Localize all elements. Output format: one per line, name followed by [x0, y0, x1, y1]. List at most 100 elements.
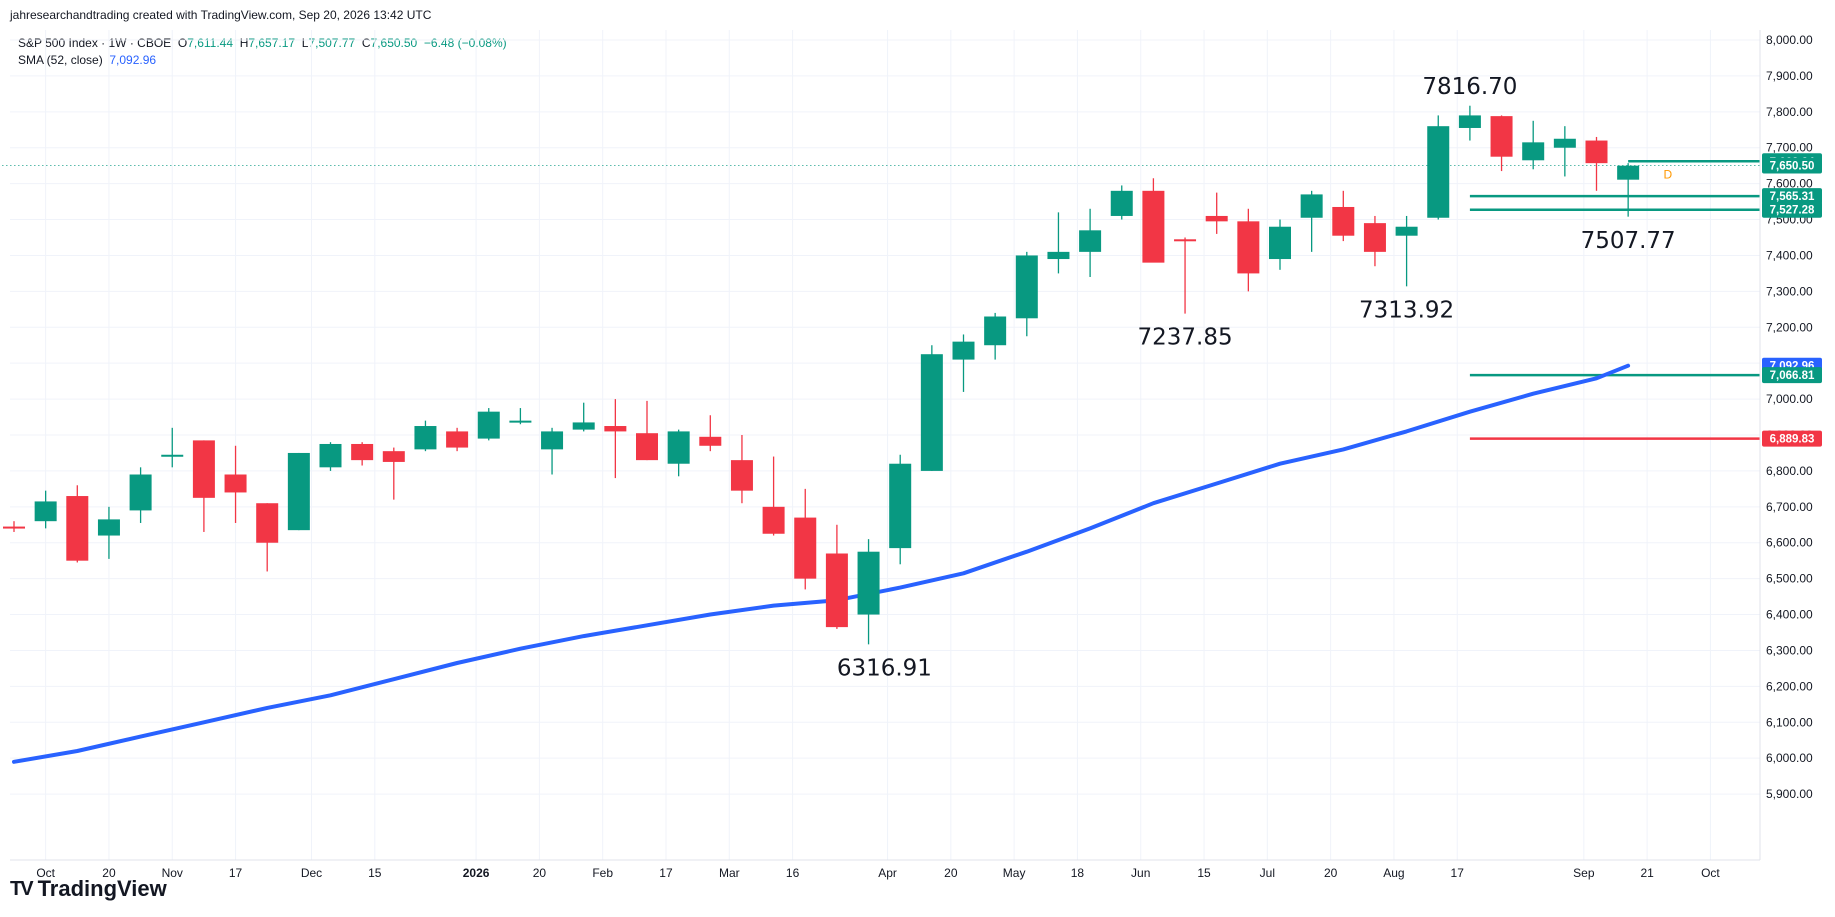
price-label-text: 7,650.50	[1770, 161, 1815, 173]
candle	[1427, 115, 1450, 220]
candle	[541, 427, 564, 475]
candle-body	[667, 431, 690, 464]
candle	[1395, 215, 1418, 287]
candle	[66, 485, 89, 563]
candle-body	[66, 496, 89, 561]
candle-body	[477, 411, 500, 439]
candle-body	[1015, 255, 1038, 319]
candle-body	[1363, 223, 1386, 252]
candle-body	[572, 422, 595, 430]
candle	[1237, 208, 1260, 292]
candle	[1553, 126, 1576, 177]
candle	[762, 456, 785, 536]
axes: 5,900.00 6,000.00 6,100.00 6,200.00 6,300.00…	[10, 30, 1822, 880]
candle-body	[1395, 226, 1418, 236]
candle	[3, 521, 25, 532]
candle	[952, 334, 975, 392]
candle-body	[1617, 165, 1640, 180]
candle-body	[1079, 230, 1102, 252]
candle-body	[1490, 116, 1513, 157]
candle-body	[414, 426, 437, 450]
sma-label[interactable]: SMA (52, close)	[18, 53, 103, 67]
candle	[1047, 212, 1070, 274]
y-tick-label: 7,000.00	[1766, 392, 1813, 406]
y-tick-label: 7,700.00	[1766, 141, 1813, 155]
candle-body	[192, 440, 215, 498]
candle-body	[319, 443, 342, 468]
candle	[34, 490, 57, 529]
candle-body	[1427, 126, 1450, 218]
x-tick-label: 20	[944, 866, 958, 880]
price-annotation: 7507.77	[1581, 228, 1676, 254]
candle-body	[889, 463, 912, 549]
candle	[509, 408, 532, 425]
candle	[604, 399, 627, 479]
sma-layer	[12, 363, 1631, 764]
annotations: 7816.70 7237.85 7313.92 7507.77 6316.91 D	[837, 74, 1676, 682]
candle	[667, 429, 690, 477]
candle-body	[351, 443, 374, 461]
candle	[477, 408, 500, 441]
open-label: O	[177, 36, 188, 50]
x-tick-label: Nov	[162, 866, 183, 880]
candle-body	[636, 433, 658, 461]
candle-body	[1110, 190, 1133, 216]
price-label-text: 6,889.83	[1770, 434, 1815, 446]
x-tick-label: 17	[229, 866, 243, 880]
candle-body	[984, 316, 1007, 346]
price-label-box	[1762, 201, 1822, 218]
candle	[857, 539, 880, 645]
close-label: C	[361, 36, 371, 50]
candle-body	[224, 474, 247, 493]
candle-body	[34, 501, 57, 522]
y-tick-label: 6,200.00	[1766, 679, 1813, 693]
candle-body	[1174, 239, 1197, 242]
price-axis-label: 7,066.81	[1762, 367, 1822, 384]
candle	[1617, 163, 1640, 217]
candle	[446, 427, 469, 452]
y-tick-label: 7,400.00	[1766, 248, 1813, 262]
x-tick-label: 2026	[463, 866, 490, 880]
tradingview-brand[interactable]: TV TradingView	[10, 876, 167, 902]
x-tick-label: 21	[1640, 866, 1654, 880]
x-tick-label: 20	[1324, 866, 1338, 880]
x-tick-label: 17	[659, 866, 673, 880]
x-tick-label: Dec	[301, 866, 322, 880]
candle	[1110, 185, 1133, 220]
y-tick-label: 6,400.00	[1766, 608, 1813, 622]
candle	[984, 312, 1007, 360]
candle	[256, 503, 279, 572]
candle	[1300, 190, 1323, 252]
sma-value: 7,092.96	[109, 53, 157, 67]
price-label-box	[1762, 188, 1822, 205]
brand-name: TradingView	[37, 876, 167, 901]
y-tick-label: 7,800.00	[1766, 105, 1813, 119]
x-tick-label: 15	[1197, 866, 1211, 880]
x-tick-label: 20	[533, 866, 547, 880]
x-tick-label: Jun	[1131, 866, 1150, 880]
candle	[287, 452, 310, 531]
candle-body	[1237, 221, 1260, 274]
candle	[224, 445, 247, 523]
y-tick-label: 8,000.00	[1766, 33, 1813, 47]
candle-body	[825, 553, 848, 628]
price-label-box	[1762, 157, 1822, 174]
candle-body	[857, 551, 880, 615]
candle	[1205, 192, 1228, 234]
y-tick-label: 6,100.00	[1766, 715, 1813, 729]
price-label-box	[1762, 430, 1822, 447]
candle	[351, 442, 374, 466]
candle-body	[129, 474, 152, 511]
candle	[1142, 178, 1165, 263]
candle	[382, 447, 405, 500]
candle-body	[604, 426, 627, 432]
sma-row: SMA (52, close) 7,092.96	[18, 52, 507, 69]
candle-body	[699, 436, 722, 446]
price-label-text: 7,565.31	[1770, 191, 1815, 203]
candle	[636, 400, 658, 461]
dividend-marker[interactable]: D	[1663, 168, 1672, 182]
low-label: L	[301, 36, 309, 50]
x-tick-label: Sep	[1573, 866, 1595, 880]
candle	[730, 435, 753, 504]
